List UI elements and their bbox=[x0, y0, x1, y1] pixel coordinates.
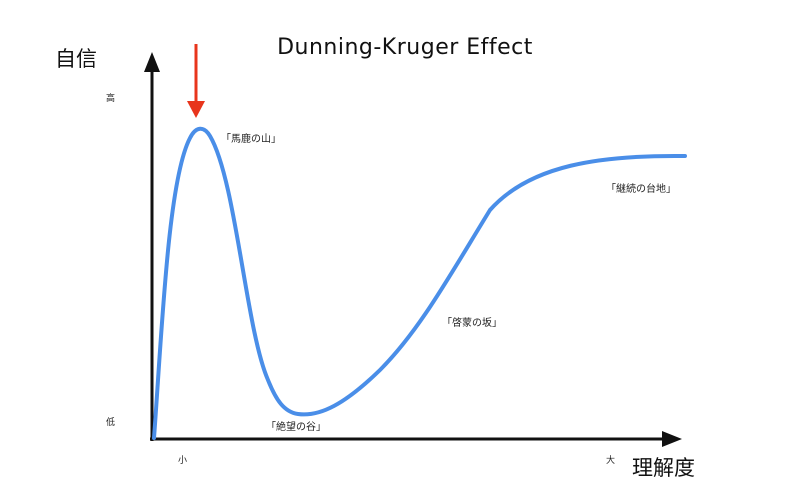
x-tick-large: 大 bbox=[606, 454, 615, 466]
annotation-slope: 「啓蒙の坂」 bbox=[442, 316, 502, 329]
down-arrow-icon bbox=[187, 44, 205, 118]
confidence-curve bbox=[152, 126, 687, 440]
diagram-title: Dunning-Kruger Effect bbox=[277, 35, 533, 60]
y-axis-label: 自信 bbox=[55, 47, 97, 71]
y-tick-low: 低 bbox=[106, 416, 115, 428]
x-tick-small: 小 bbox=[178, 455, 187, 466]
annotation-peak: 「馬鹿の山」 bbox=[221, 132, 281, 145]
y-axis-arrowhead bbox=[144, 52, 160, 72]
x-axis-arrowhead bbox=[662, 431, 682, 447]
annotation-valley: 「絶望の谷」 bbox=[266, 420, 326, 433]
y-tick-high: 高 bbox=[106, 92, 115, 104]
annotation-plateau: 「継続の台地」 bbox=[606, 182, 676, 195]
x-axis-label: 理解度 bbox=[632, 456, 695, 480]
